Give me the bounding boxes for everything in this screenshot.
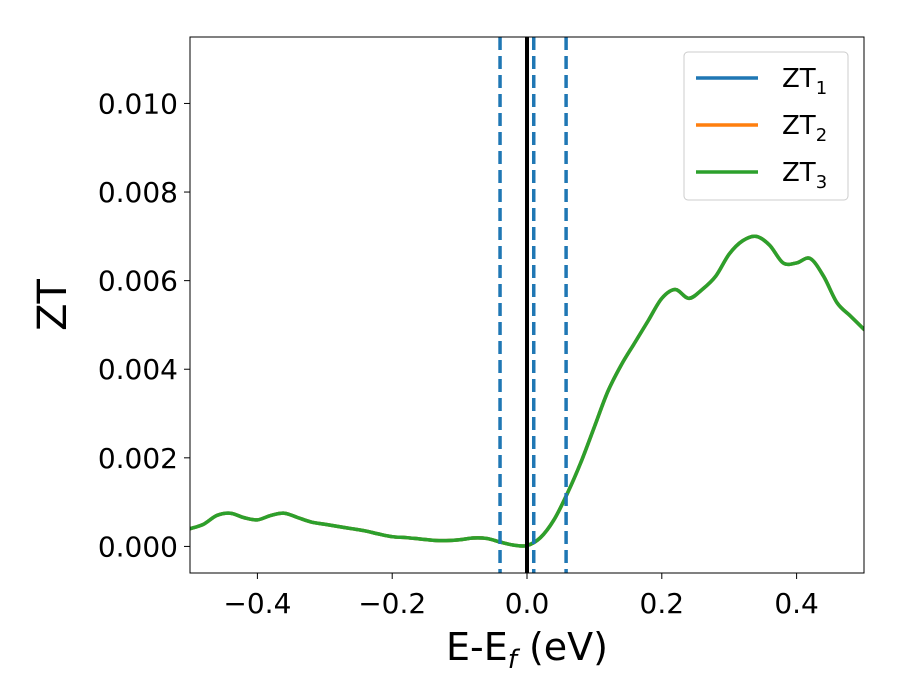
y-axis-label: ZT	[30, 279, 76, 331]
x-tick-label: 0.4	[774, 587, 819, 620]
x-tick-label: −0.2	[358, 587, 426, 620]
x-tick-label: 0.0	[505, 587, 550, 620]
legend: ZT1 ZT2 ZT3	[683, 51, 849, 201]
x-axis-label: E-Ef (eV)	[446, 625, 608, 675]
x-tick-label: −0.4	[223, 587, 291, 620]
x-axis-ticks: −0.4 −0.2 0.0 0.2 0.4	[223, 573, 819, 620]
y-axis-ticks: 0.000 0.002 0.004 0.006 0.008 0.010	[98, 87, 190, 563]
legend-label-1: ZT1	[782, 64, 827, 99]
y-tick-label: 0.002	[98, 442, 178, 475]
y-tick-label: 0.000	[98, 530, 178, 563]
x-tick-label: 0.2	[640, 587, 685, 620]
legend-label-2: ZT2	[782, 111, 827, 146]
y-tick-label: 0.004	[98, 353, 178, 386]
legend-label-3: ZT3	[782, 158, 827, 193]
y-tick-label: 0.010	[98, 87, 178, 120]
vertical-lines	[498, 37, 568, 573]
y-tick-label: 0.006	[98, 265, 178, 298]
x-axis-label-unit: (eV)	[517, 625, 608, 669]
legend-box	[683, 51, 849, 201]
x-axis-label-main: E-E	[446, 625, 508, 669]
y-tick-label: 0.008	[98, 176, 178, 209]
